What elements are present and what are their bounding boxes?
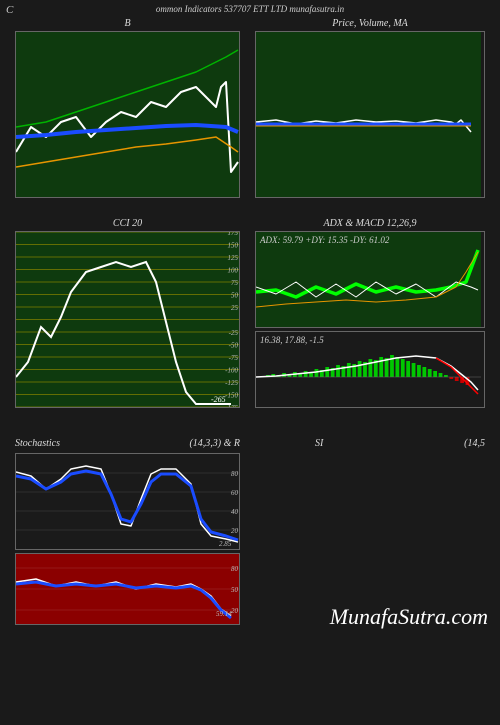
watermark: MunafaSutra.com <box>330 604 488 630</box>
svg-text:20: 20 <box>231 607 239 615</box>
svg-text:60: 60 <box>231 489 239 497</box>
svg-text:50: 50 <box>231 292 239 300</box>
svg-text:125: 125 <box>228 254 239 262</box>
row-mid: CCI 20 -175-150-125-100-75-50-2525507510… <box>0 216 500 408</box>
svg-text:150: 150 <box>228 242 239 250</box>
chart-stoch-lower: 20 50 80 59.14 <box>15 553 240 625</box>
chart-title-b: B <box>15 16 240 31</box>
svg-text:ADX: 59.79 +DY: 15.35 -DY: 61.: ADX: 59.79 +DY: 15.35 -DY: 61.02 <box>259 235 390 245</box>
svg-text:-75: -75 <box>229 354 239 362</box>
svg-text:-125: -125 <box>225 379 238 387</box>
svg-text:50: 50 <box>231 586 239 594</box>
cell-top-left: B <box>0 16 250 198</box>
stoch-title-right: SI <box>255 438 323 449</box>
cell-cci: CCI 20 -175-150-125-100-75-50-2525507510… <box>0 216 250 408</box>
chart-adx: ADX: 59.79 +DY: 15.35 -DY: 61.02 <box>255 231 485 328</box>
row-top: B Price, Volume, MA <box>0 16 500 198</box>
svg-text:20: 20 <box>231 527 239 535</box>
svg-text:-50: -50 <box>229 342 239 350</box>
svg-text:100: 100 <box>228 267 239 275</box>
header-left-marker: C <box>6 4 13 16</box>
page-header: C ommon Indicators 537707 ETT LTD munafa… <box>0 0 500 16</box>
chart-macd: 16.38, 17.88, -1.5 <box>255 331 485 408</box>
cell-stoch: 20 40 60 80 2.85 20 50 80 59.14 <box>0 449 250 625</box>
header-title: ommon Indicators 537707 ETT LTD munafasu… <box>156 4 344 14</box>
chart-bollinger <box>15 31 240 198</box>
chart-title-cci: CCI 20 <box>15 216 240 231</box>
svg-text:75: 75 <box>231 279 239 287</box>
svg-text:16.38, 17.88, -1.5: 16.38, 17.88, -1.5 <box>260 335 324 345</box>
cell-adx-macd: ADX & MACD 12,26,9 ADX: 59.79 +DY: 15.35… <box>250 216 500 408</box>
row-stoch: 20 40 60 80 2.85 20 50 80 59.14 <box>0 449 500 625</box>
svg-text:-265: -265 <box>211 395 226 404</box>
svg-text:175: 175 <box>228 232 239 237</box>
svg-text:80: 80 <box>231 565 239 573</box>
svg-text:-25: -25 <box>229 329 239 337</box>
chart-title-price: Price, Volume, MA <box>255 16 485 31</box>
cell-top-right: Price, Volume, MA <box>250 16 500 198</box>
svg-text:-100: -100 <box>225 367 238 375</box>
stoch-title-left-right: (14,3,3) & R <box>189 438 240 449</box>
stoch-title-left: Stochastics <box>15 438 60 449</box>
svg-text:80: 80 <box>231 470 239 478</box>
svg-text:2.85: 2.85 <box>219 540 232 548</box>
svg-text:25: 25 <box>231 304 239 312</box>
svg-text:59.14: 59.14 <box>216 610 232 618</box>
chart-price-volume <box>255 31 485 198</box>
chart-cci: -175-150-125-100-75-50-25255075100125150… <box>15 231 240 408</box>
chart-stoch-upper: 20 40 60 80 2.85 <box>15 453 240 550</box>
svg-text:40: 40 <box>231 508 239 516</box>
stoch-title-right-right: (14,5 <box>464 438 485 449</box>
chart-title-adx: ADX & MACD 12,26,9 <box>255 216 485 231</box>
svg-text:-150: -150 <box>225 392 238 400</box>
row-stoch-titles: Stochastics (14,3,3) & R SI (14,5 <box>0 438 500 449</box>
